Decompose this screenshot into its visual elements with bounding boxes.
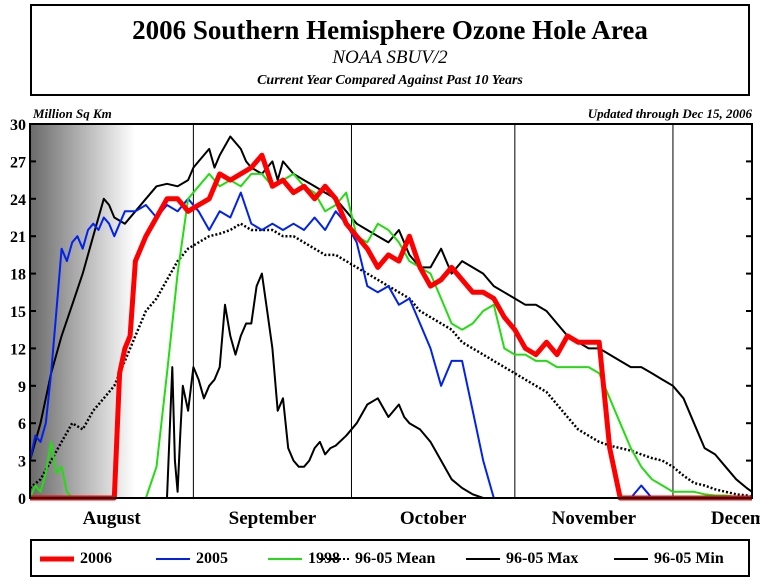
legend-label: 96-05 Max <box>506 550 579 567</box>
y-tick-label: 3 <box>18 454 26 471</box>
legend-item-2005: 2005 <box>156 548 228 570</box>
chart-title: 2006 Southern Hemisphere Ozone Hole Area <box>132 15 648 45</box>
y-tick-label: 24 <box>10 192 26 209</box>
x-month-label: November <box>552 508 637 529</box>
legend-label: 2005 <box>196 550 228 567</box>
x-month-label: October <box>400 508 467 529</box>
updated-label: Updated through Dec 15, 2006 <box>587 106 752 121</box>
legend-item-mean: 96-05 Mean <box>319 548 435 570</box>
plot-frame <box>29 123 753 499</box>
y-tick-label: 15 <box>10 304 26 321</box>
legend-item-min: 96-05 Min <box>614 548 724 570</box>
x-month-label: August <box>83 508 142 529</box>
chart-subtitle: NOAA SBUV/2 <box>332 47 448 68</box>
chart-caption: Current Year Compared Against Past 10 Ye… <box>257 73 523 88</box>
y-tick-label: 9 <box>18 379 26 396</box>
y-axis-label: Million Sq Km <box>33 106 112 121</box>
series-line-96-05-min <box>166 272 515 499</box>
x-month-label: September <box>229 508 317 529</box>
legend-label: 2006 <box>80 550 112 567</box>
x-month-label: December <box>711 508 760 529</box>
series-line-1998 <box>29 172 752 499</box>
legend-label: 96-05 Min <box>654 550 724 567</box>
legend: 2006 2005 1998 96-05 Mean 96-05 Max 96-0… <box>30 539 750 577</box>
series-line-96-05-mean <box>29 222 753 499</box>
ozone-chart: 0 3 6 9 12 15 18 21 24 27 30 August September October… <box>10 117 760 529</box>
polar-night-shading <box>30 124 136 498</box>
y-tick-label: 6 <box>18 416 26 433</box>
y-tick-label: 18 <box>10 267 26 284</box>
y-tick-label: 30 <box>10 117 26 134</box>
legend-label: 96-05 Mean <box>355 550 436 567</box>
legend-item-max: 96-05 Max <box>466 548 578 570</box>
title-box: 2006 Southern Hemisphere Ozone Hole Area… <box>30 4 750 96</box>
y-tick-label: 21 <box>10 229 26 246</box>
y-tick-label: 27 <box>10 154 26 171</box>
y-tick-label: 0 <box>18 491 26 508</box>
series-line-96-05-max <box>29 135 753 493</box>
y-tick-label: 12 <box>10 341 26 358</box>
legend-item-2006: 2006 <box>40 548 112 570</box>
